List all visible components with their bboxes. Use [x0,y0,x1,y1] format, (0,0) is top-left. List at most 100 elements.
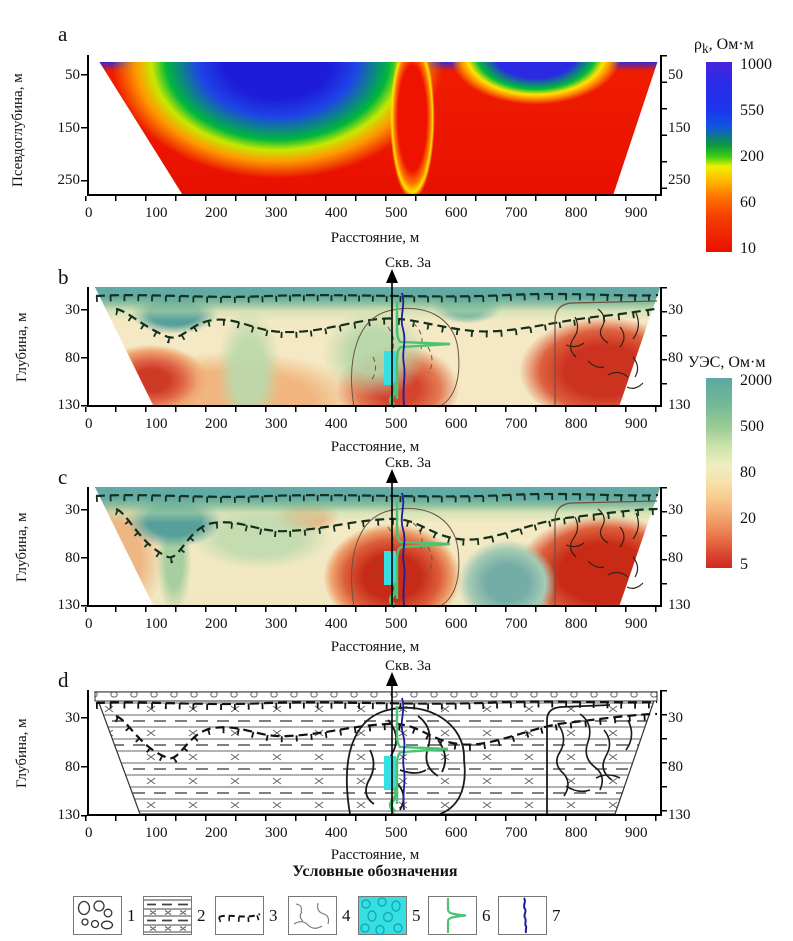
tick-label: 80 [668,349,683,366]
panel-d-borehole-label: Скв. 3а [384,658,432,674]
tick-label: 30 [668,502,683,518]
green-log-curve-icon [428,896,477,935]
panel-b-xtick-labels: 0 100 200 300 400 500 600 700 800 900 [85,416,648,432]
panel-a-xlabel: Расстояние, м [330,230,420,246]
panel-a-xtick-labels: 0 100 200 300 400 500 600 700 800 900 [85,205,648,221]
panel-d-xlabel: Расстояние, м [330,847,420,863]
panel-d-ylabel: Глубина, м [14,718,30,788]
tick-label: 80 [740,464,756,481]
legend-number-4: 4 [342,906,351,925]
panel-b-bottom-axis [88,405,662,407]
tick-label: 80 [668,758,683,775]
panel-c-heatmap [94,487,661,607]
panel-b-heatmap [94,287,661,407]
green-log-curve [395,706,449,804]
right-block-cracks [556,713,633,797]
panel-c-xlabel: Расстояние, м [330,639,420,655]
legend-item-7 [498,896,547,940]
panel-c-right-axis [660,487,662,607]
green-log-curve [395,301,451,399]
panel-a-xticks-marks [85,196,662,201]
panel-d-letter: d [58,668,69,692]
tick-label: 30 [668,302,683,318]
panel-d-xticks-marks [85,816,662,821]
pebble-band [94,691,658,702]
tick-label: 250 [668,172,691,188]
panel-b-right-axis [660,287,662,407]
panel-a-ytick-labels: 50 150 250 [42,67,81,189]
panel-a-left-axis [87,55,89,196]
tick-label: 50 [668,67,683,83]
legend-number-5: 5 [412,906,421,925]
tick-label: 30 [65,502,80,518]
panel-c-yticks-marks [81,509,87,609]
panel-c-xticks-marks [85,607,662,612]
green-log-curve [395,501,451,599]
panel-c-ylabel: Глубина, м [14,512,30,582]
legend-item-5 [358,896,407,940]
borehole-arrow-icon [386,269,398,283]
blue-log-curve [400,492,406,606]
tick-label: 130 [57,807,81,823]
panel-c-bottom-axis [88,605,662,607]
fractured-zone-outline [351,307,460,408]
right-block-cracks [565,508,644,589]
panel-b-letter: b [58,265,69,289]
panel-b-xticks-marks [85,407,662,412]
legend-item-6 [428,896,477,940]
panel-d-ytick-labels: 30 80 130 [42,710,81,824]
karst-interval-marker [384,551,396,585]
panel-a-yticks-marks [81,74,87,184]
legend-item-3 [215,896,264,940]
panel-b-ytick-labels: 30 80 130 [42,302,81,414]
fractured-zone-outline [351,507,460,608]
panel-d-right-axis [660,690,662,816]
panel-b-left-axis [87,287,89,407]
legend-number-1: 1 [127,906,136,925]
panel-c-ytick-labels: 30 80 130 [42,502,81,614]
panel-c-left-axis [87,487,89,607]
borehole-arrow-icon [386,672,398,686]
karst-cavity-icon [358,896,407,936]
upper-hachured-line [95,292,659,298]
tick-label: 30 [65,710,80,726]
tick-label: 50 [65,67,80,83]
tick-label: 250 [57,172,81,188]
tick-label: 1000 [740,56,772,73]
panel-d-yticks-marks [81,717,87,819]
right-block-boundary [546,704,611,814]
tick-label: 80 [65,549,80,566]
upper-hachured-line [95,492,659,498]
upper-hachure-ticks [95,294,659,303]
panel-b-yticks-marks [81,309,87,409]
pebbles-icon [73,896,122,935]
tick-label: 500 [740,418,764,435]
rho-symbol: ρ [694,36,702,53]
colorbar-a-gradient [706,62,732,252]
colorbar-a-unit: , Ом·м [708,36,754,53]
blue-log-curve-icon [498,896,547,935]
blue-log-curve [400,697,406,811]
panel-a-right-axis [660,55,662,196]
legend-number-2: 2 [197,906,206,925]
tick-label: 30 [668,710,683,726]
hachured-boundary-icon [215,896,264,935]
tick-label: 80 [65,758,80,775]
tick-label: 2000 [740,372,772,389]
tick-label: 550 [740,102,764,119]
panel-c-right-tick-marks [662,487,667,607]
lower-hachured-line [115,307,659,339]
panel-c-right-ytick-labels: 30 80 130 [668,502,706,614]
tick-label: 150 [57,119,81,136]
tick-label: 130 [57,397,81,413]
lower-hachure-ticks [115,309,659,344]
borehole-arrow-icon [386,469,398,483]
rho-subscript: k [701,41,709,57]
panel-b-borehole-label: Скв. 3а [384,255,432,271]
fractured-zone-cracks [370,322,433,382]
karst-interval-marker [384,351,396,385]
tick-label: 130 [668,397,691,413]
panel-d-right-tick-marks [662,690,667,816]
colorbar-bc-title: УЭС, Ом·м [688,354,766,371]
tick-label: 20 [740,510,756,527]
